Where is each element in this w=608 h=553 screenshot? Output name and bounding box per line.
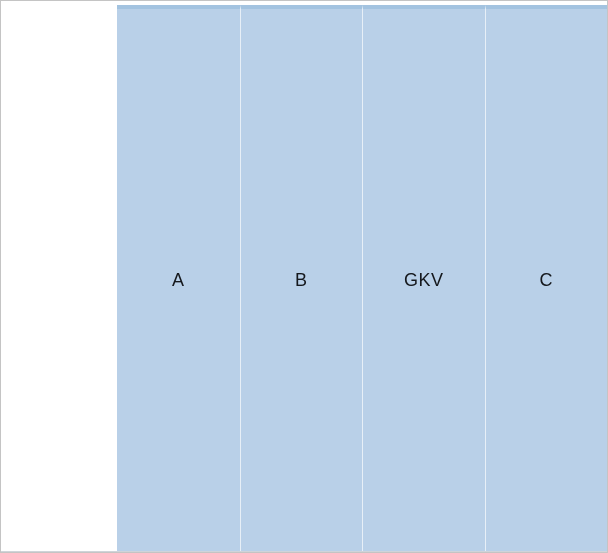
header-corner [1,5,117,551]
col-header-gkv-label: GKV [403,269,444,290]
col-header-c: C [484,5,607,551]
col-header-a-label: A [171,269,185,290]
col-header-b: B [239,5,362,551]
col-header-gkv: GKV [362,5,485,551]
col-header-a: A [117,5,240,551]
col-header-b-label: B [294,269,308,290]
col-header-c-label: C [539,269,553,290]
